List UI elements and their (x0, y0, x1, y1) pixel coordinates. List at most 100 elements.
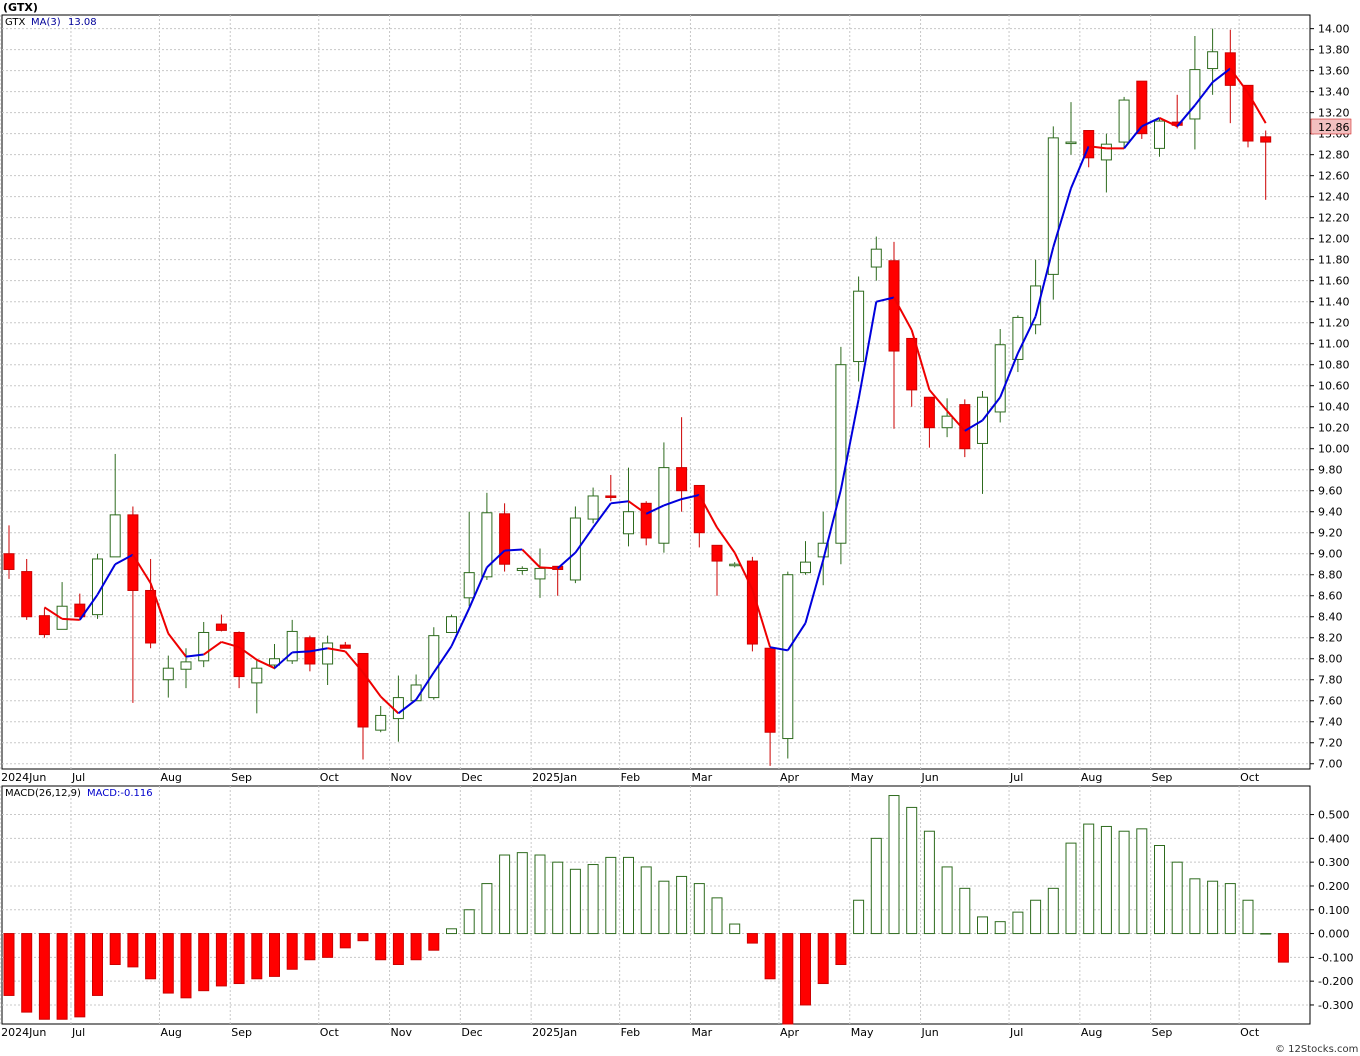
candle-body (499, 513, 511, 565)
ma-segment (1159, 117, 1178, 128)
month-label: Aug (160, 771, 181, 784)
ma-segment (114, 553, 134, 566)
candle-body (1118, 99, 1130, 143)
month-label: Mar (691, 1026, 712, 1039)
macd-bar (782, 933, 794, 1025)
candle-body (1154, 120, 1165, 149)
ma-segment (964, 419, 984, 432)
macd-bar (906, 806, 918, 935)
macd-bar (109, 933, 121, 965)
macd-bar (428, 933, 440, 951)
candle-body (623, 511, 634, 535)
candle-body (251, 667, 263, 684)
macd-bar (375, 933, 387, 961)
candle-body (109, 514, 121, 558)
month-label: Jun (921, 771, 939, 784)
candle-body (1242, 84, 1254, 142)
month-label: Apr (780, 771, 800, 784)
month-label: Aug (1081, 1026, 1102, 1039)
candle-body (569, 517, 581, 581)
price-panel: 7.00 7.20 7.40 7.60 7.80 8.00 8.20 8.40 8.60 8.80… (0, 14, 1350, 784)
ma-segment (238, 646, 258, 661)
macd-bar (1277, 933, 1289, 963)
month-label: Jul (71, 1026, 85, 1039)
macd-bar (729, 923, 741, 935)
macd-bar (322, 933, 334, 958)
macd-legend-title: MACD(26,12,9) (5, 788, 81, 799)
ma-segment (62, 617, 80, 621)
ma-segment (327, 647, 346, 653)
macd-bar (640, 866, 652, 935)
month-label: Dec (461, 1026, 482, 1039)
ma-segment (876, 296, 895, 303)
ma-segment (592, 502, 612, 529)
candle-body (1136, 80, 1148, 135)
price-tick-label: 9.00 (1318, 548, 1343, 561)
macd-bar (392, 933, 404, 965)
macd-bar (569, 868, 581, 935)
ma-segment (43, 606, 63, 620)
month-label: Apr (780, 1026, 800, 1039)
macd-bar (269, 933, 280, 977)
macd-bar (800, 933, 811, 1006)
candle-body (375, 714, 387, 731)
candle-body (3, 553, 15, 570)
ma-segment (1211, 67, 1231, 84)
chart-title: (GTX) (3, 1, 38, 14)
candle-body (269, 658, 280, 666)
macd-bar (817, 933, 829, 985)
macd-tick-label: 0.500 (1318, 809, 1350, 822)
ma-segment (521, 548, 541, 569)
ma-segment (910, 329, 931, 391)
price-tick-label: 7.60 (1318, 695, 1343, 708)
macd-bar (3, 933, 15, 996)
price-tick-label: 8.60 (1318, 590, 1343, 603)
ma-segment (928, 389, 948, 412)
ma-segment (822, 489, 842, 561)
macd-bar (38, 933, 50, 1020)
macd-bar (127, 933, 139, 968)
ma-segment (557, 551, 577, 570)
month-label: Oct (1240, 771, 1260, 784)
macd-bar (446, 928, 457, 935)
last-price-label: 12.86 (1318, 121, 1350, 134)
ma-segment (450, 607, 471, 647)
month-label: Jul (1009, 1026, 1023, 1039)
ma-segment (1247, 92, 1267, 124)
macd-bar (1012, 911, 1024, 935)
candle-body (835, 364, 847, 544)
candle-body (233, 631, 245, 678)
candle-body (180, 661, 192, 670)
macd-bar (1242, 899, 1254, 935)
candle-body (676, 467, 688, 492)
macd-bar (693, 883, 705, 935)
ma-segment (981, 396, 1001, 421)
ma-segment (610, 500, 629, 505)
macd-bar (711, 897, 723, 935)
price-tick-label: 8.80 (1318, 569, 1343, 582)
macd-bar (74, 933, 86, 1018)
candle-body (286, 630, 298, 662)
price-tick-label: 9.40 (1318, 506, 1343, 519)
ma-segment (486, 549, 506, 569)
candle-body (605, 495, 617, 498)
month-label: 2024Jun (1, 1026, 46, 1039)
macd-panel: -0.300 -0.200 -0.100 0.000 0.100 0.200 0.300 0.… (0, 785, 1353, 1039)
ma-segment (273, 651, 293, 669)
macd-bar (339, 933, 351, 949)
price-tick-label: 8.00 (1318, 653, 1343, 666)
macd-bar (1260, 933, 1272, 935)
candle-body (870, 248, 882, 268)
macd-bar (1207, 880, 1219, 935)
candle-body (145, 589, 157, 644)
price-tick-label: 13.20 (1318, 107, 1350, 120)
month-label: Nov (391, 771, 413, 784)
macd-tick-label: -0.100 (1318, 951, 1353, 964)
month-label: Sep (231, 771, 252, 784)
price-tick-label: 13.60 (1318, 65, 1350, 78)
ma-segment (733, 552, 754, 590)
ma-segment (1034, 246, 1055, 317)
macd-bar (888, 795, 900, 935)
macd-bar (1118, 830, 1130, 935)
ma-segment (681, 493, 700, 501)
